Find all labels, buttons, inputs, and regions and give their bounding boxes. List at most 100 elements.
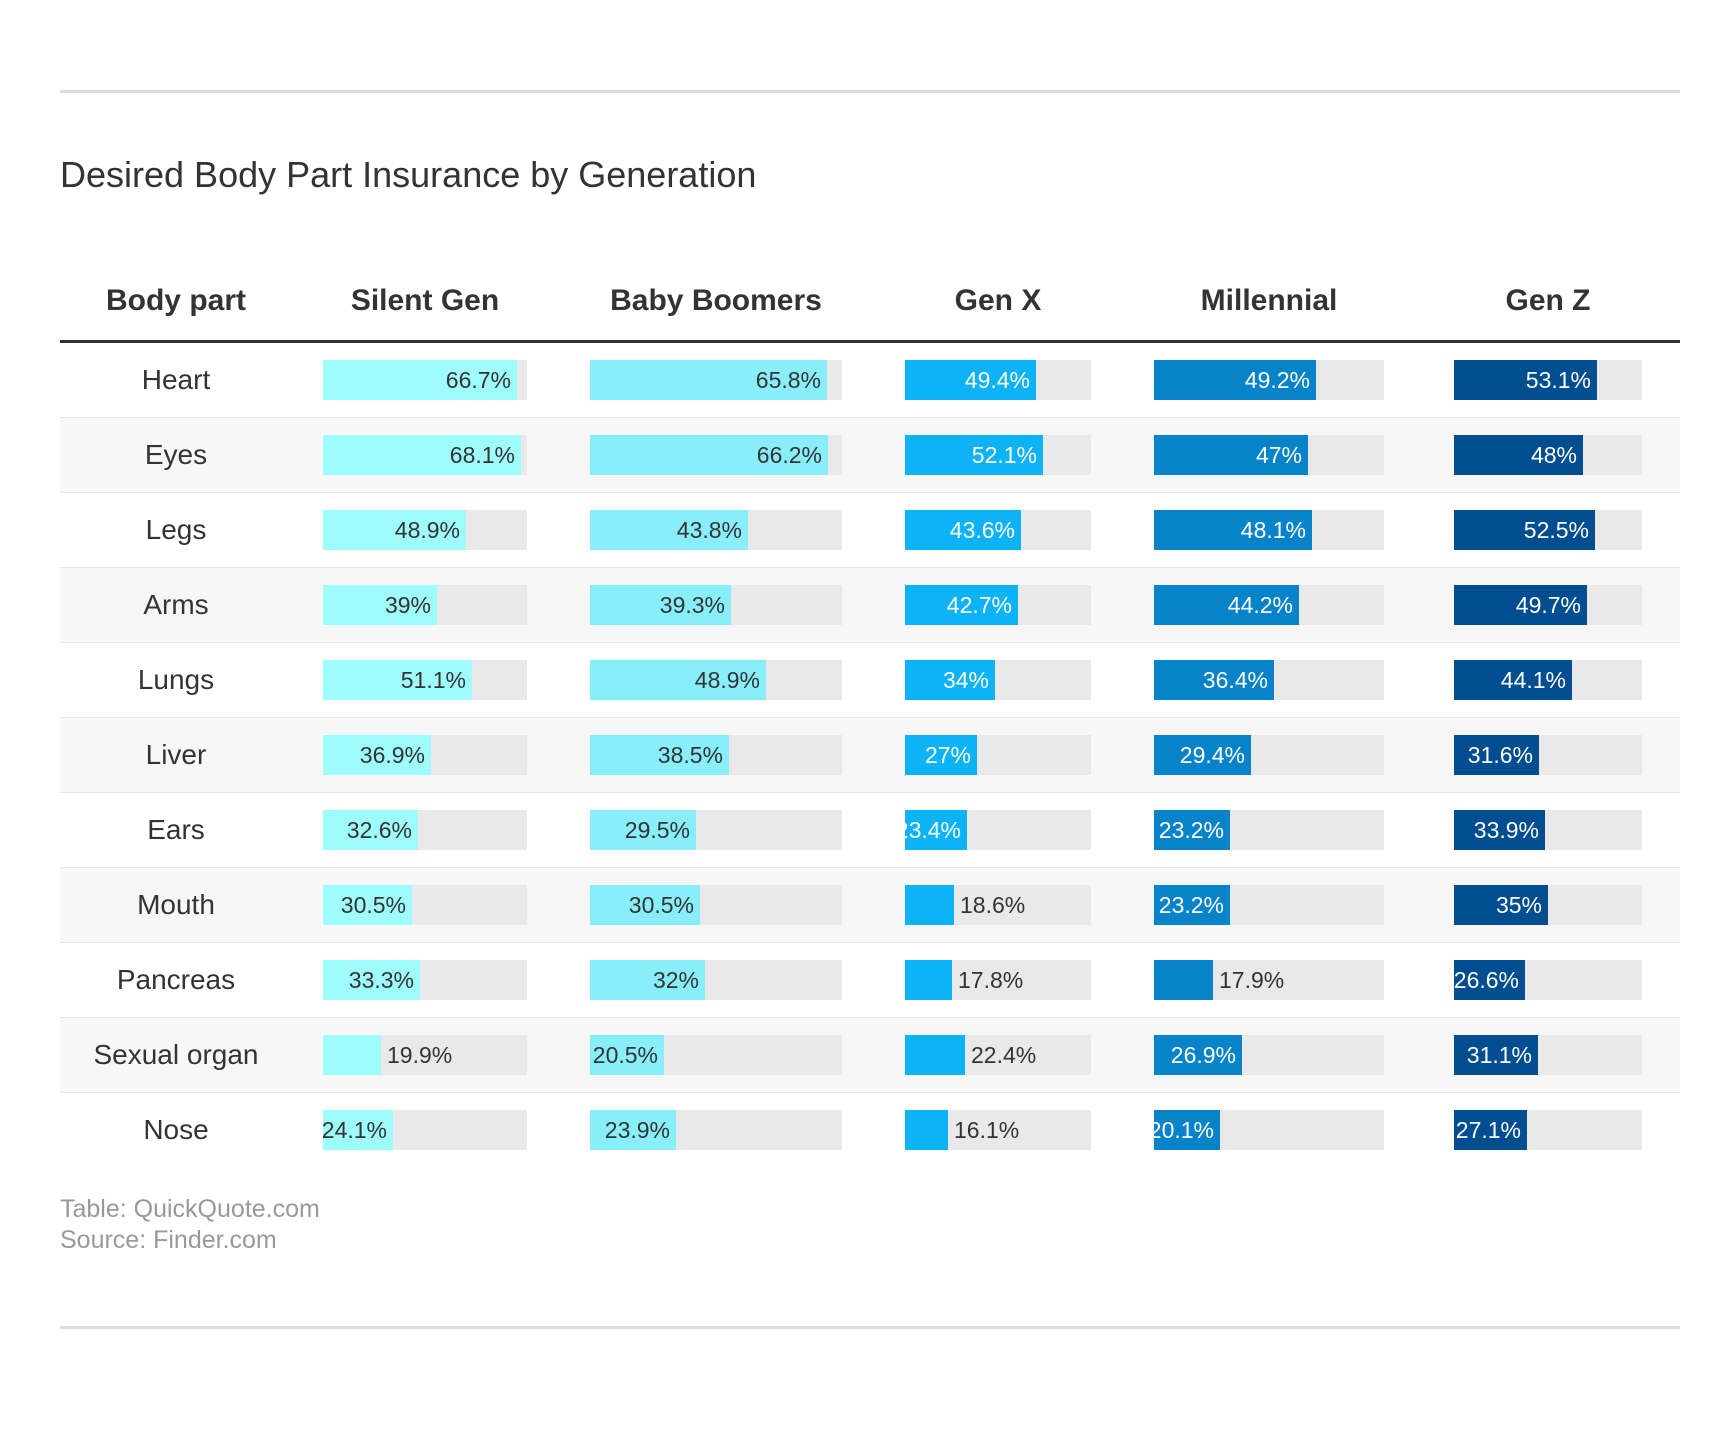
bar-gen-x xyxy=(905,735,977,775)
source-credit: Source: Finder.com xyxy=(60,1226,277,1254)
cell-millennial: 49.2% xyxy=(1122,341,1416,418)
bar-value-label: 17.8% xyxy=(958,967,1024,993)
row-label: Legs xyxy=(60,492,292,568)
cell-millennial: 48.1% xyxy=(1122,492,1416,568)
bar-track: 52.1% xyxy=(905,435,1091,475)
bar-gen-x xyxy=(905,810,967,850)
bar-silent-gen xyxy=(323,1110,393,1150)
bar-millennial xyxy=(1154,510,1312,550)
bar-track: 42.7% xyxy=(905,585,1091,625)
bar-track: 19.9% xyxy=(323,1035,527,1075)
cell-silent-gen: 39% xyxy=(292,567,558,643)
bar-value-label: 19.9% xyxy=(387,1042,453,1068)
bar-value-label: 29.5% xyxy=(624,817,690,843)
bar-gen-x xyxy=(905,510,1021,550)
bar-value-label: 24.1% xyxy=(321,1117,387,1143)
cell-baby-boomers: 29.5% xyxy=(558,792,874,868)
cell-gen-x: 23.4% xyxy=(874,792,1122,868)
bar-gen-z xyxy=(1454,360,1597,400)
cell-millennial: 23.2% xyxy=(1122,867,1416,943)
row-label: Mouth xyxy=(60,867,292,943)
bar-value-label: 23.2% xyxy=(1158,892,1224,918)
bar-gen-x xyxy=(905,1110,948,1150)
bar-track: 68.1% xyxy=(323,435,527,475)
bar-millennial xyxy=(1154,360,1316,400)
bar-value-label: 48.9% xyxy=(694,667,760,693)
bar-value-label: 27% xyxy=(924,742,971,768)
bar-track: 17.9% xyxy=(1154,960,1384,1000)
bar-silent-gen xyxy=(323,435,521,475)
column-header-silent-gen: Silent Gen xyxy=(292,262,558,343)
bar-value-label: 38.5% xyxy=(657,742,723,768)
cell-baby-boomers: 23.9% xyxy=(558,1093,874,1168)
cell-silent-gen: 36.9% xyxy=(292,717,558,793)
bar-baby-boomers xyxy=(590,810,696,850)
cell-gen-z: 31.6% xyxy=(1416,717,1680,793)
bar-value-label: 30.5% xyxy=(628,892,694,918)
row-label: Heart xyxy=(60,341,292,418)
bar-value-label: 43.8% xyxy=(676,517,742,543)
bar-baby-boomers xyxy=(590,960,705,1000)
cell-baby-boomers: 32% xyxy=(558,942,874,1018)
cell-silent-gen: 19.9% xyxy=(292,1017,558,1093)
bar-silent-gen xyxy=(323,585,437,625)
bar-value-label: 51.1% xyxy=(400,667,466,693)
cell-baby-boomers: 30.5% xyxy=(558,867,874,943)
row-label: Lungs xyxy=(60,642,292,718)
insurance-table: Body part Silent Gen Baby Boomers Gen X … xyxy=(60,262,1680,1167)
bar-value-label: 49.7% xyxy=(1515,592,1581,618)
bar-track: 38.5% xyxy=(590,735,842,775)
bar-gen-z xyxy=(1454,435,1583,475)
bar-gen-x xyxy=(905,360,1036,400)
bar-value-label: 18.6% xyxy=(960,892,1026,918)
bar-value-label: 34% xyxy=(942,667,989,693)
column-header-gen-x: Gen X xyxy=(874,262,1122,343)
row-label: Liver xyxy=(60,717,292,793)
bar-value-label: 66.2% xyxy=(756,442,822,468)
cell-silent-gen: 24.1% xyxy=(292,1093,558,1168)
bottom-divider xyxy=(60,1326,1680,1329)
bar-millennial xyxy=(1154,810,1230,850)
bar-track: 24.1% xyxy=(321,1110,527,1150)
bar-value-label: 44.1% xyxy=(1500,667,1566,693)
bar-track: 44.1% xyxy=(1454,660,1642,700)
bar-value-label: 39.3% xyxy=(659,592,725,618)
table-row: Heart 66.7% 65.8% 49.4% 49.2% 53.1% xyxy=(60,341,1680,418)
bar-gen-z xyxy=(1454,810,1545,850)
bar-track: 23.2% xyxy=(1154,885,1384,925)
bar-value-label: 33.9% xyxy=(1473,817,1539,843)
bar-millennial xyxy=(1154,585,1299,625)
cell-gen-x: 17.8% xyxy=(874,942,1122,1018)
bar-silent-gen xyxy=(323,885,412,925)
bar-value-label: 52.5% xyxy=(1523,517,1589,543)
bar-silent-gen xyxy=(323,510,466,550)
bar-track: 22.4% xyxy=(905,1035,1091,1075)
column-header-body-part: Body part xyxy=(60,262,292,343)
bar-gen-z xyxy=(1454,510,1595,550)
bar-track: 18.6% xyxy=(905,885,1091,925)
bar-value-label: 36.4% xyxy=(1202,667,1268,693)
cell-silent-gen: 66.7% xyxy=(292,341,558,418)
cell-baby-boomers: 20.5% xyxy=(558,1017,874,1093)
table-row: Eyes 68.1% 66.2% 52.1% 47% 48% xyxy=(60,417,1680,493)
bar-track: 35% xyxy=(1454,885,1642,925)
cell-silent-gen: 33.3% xyxy=(292,942,558,1018)
bar-silent-gen xyxy=(323,1035,381,1075)
cell-gen-x: 18.6% xyxy=(874,867,1122,943)
bar-value-label: 42.7% xyxy=(946,592,1012,618)
bar-value-label: 35% xyxy=(1495,892,1542,918)
table-row: Legs 48.9% 43.8% 43.6% 48.1% 52.5% xyxy=(60,492,1680,568)
table-row: Pancreas 33.3% 32% 17.8% 17.9% 26.6% xyxy=(60,942,1680,1018)
cell-millennial: 20.1% xyxy=(1122,1093,1416,1168)
bar-track: 39.3% xyxy=(590,585,842,625)
cell-gen-x: 27% xyxy=(874,717,1122,793)
page-title: Desired Body Part Insurance by Generatio… xyxy=(60,154,757,195)
bar-gen-x xyxy=(905,1035,965,1075)
cell-gen-x: 16.1% xyxy=(874,1093,1122,1168)
row-label: Sexual organ xyxy=(60,1017,292,1093)
bar-gen-z xyxy=(1454,660,1572,700)
table-row: Arms 39% 39.3% 42.7% 44.2% 49.7% xyxy=(60,567,1680,643)
table-row: Ears 32.6% 29.5% 23.4% 23.2% 33.9% xyxy=(60,792,1680,868)
bar-track: 49.4% xyxy=(905,360,1091,400)
bar-value-label: 16.1% xyxy=(954,1117,1020,1143)
